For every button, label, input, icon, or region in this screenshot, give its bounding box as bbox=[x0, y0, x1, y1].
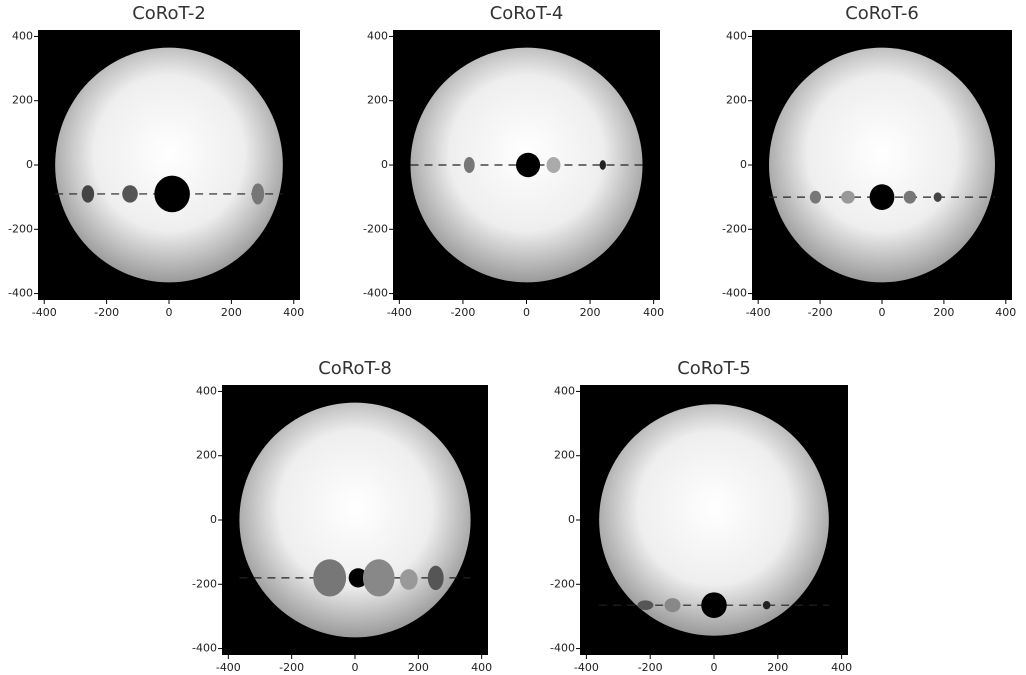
chart-title: CoRoT-5 bbox=[677, 358, 751, 379]
x-tick-label: 200 bbox=[767, 661, 788, 674]
spot bbox=[362, 559, 395, 597]
spot bbox=[546, 156, 561, 174]
spot bbox=[841, 190, 855, 204]
y-tick-label: -200 bbox=[550, 577, 575, 590]
y-tick-label: 0 bbox=[26, 158, 33, 171]
x-tick-label: -200 bbox=[638, 661, 663, 674]
y-tick-label: 0 bbox=[568, 513, 575, 526]
x-tick-label: 400 bbox=[283, 306, 304, 319]
x-tick-label: 0 bbox=[879, 306, 886, 319]
chart-title: CoRoT-4 bbox=[490, 3, 564, 24]
x-tick-label: 400 bbox=[471, 661, 492, 674]
chart-title: CoRoT-8 bbox=[318, 358, 392, 379]
spot bbox=[599, 160, 606, 170]
y-tick-label: 200 bbox=[554, 449, 575, 462]
x-tick-label: 0 bbox=[352, 661, 359, 674]
spot bbox=[762, 601, 771, 610]
x-tick-label: 200 bbox=[408, 661, 429, 674]
spot bbox=[399, 569, 418, 590]
x-tick-label: 400 bbox=[995, 306, 1016, 319]
x-tick-label: 0 bbox=[166, 306, 173, 319]
x-tick-label: 0 bbox=[523, 306, 530, 319]
y-tick-label: -200 bbox=[8, 222, 33, 235]
y-tick-label: -400 bbox=[722, 287, 747, 300]
spot bbox=[348, 568, 368, 588]
x-tick-label: -200 bbox=[94, 306, 119, 319]
y-tick-label: -200 bbox=[363, 222, 388, 235]
x-tick-label: -400 bbox=[32, 306, 57, 319]
star-disk bbox=[239, 402, 471, 638]
y-tick-label: -200 bbox=[722, 222, 747, 235]
y-tick-label: 0 bbox=[381, 158, 388, 171]
y-tick-label: -400 bbox=[192, 642, 217, 655]
spot bbox=[637, 600, 654, 611]
spot bbox=[933, 192, 942, 202]
spot bbox=[463, 156, 475, 174]
x-tick-label: -400 bbox=[746, 306, 771, 319]
y-tick-label: 400 bbox=[554, 384, 575, 397]
x-tick-label: 0 bbox=[711, 661, 718, 674]
y-tick-label: -400 bbox=[363, 287, 388, 300]
spot bbox=[81, 185, 95, 203]
x-tick-label: 400 bbox=[831, 661, 852, 674]
y-tick-label: 400 bbox=[12, 29, 33, 42]
spot bbox=[154, 175, 190, 213]
spot bbox=[313, 559, 347, 597]
spot bbox=[869, 184, 895, 210]
y-tick-label: 200 bbox=[12, 94, 33, 107]
spot bbox=[251, 183, 265, 205]
chart-title: CoRoT-2 bbox=[132, 3, 206, 24]
x-tick-label: -400 bbox=[216, 661, 241, 674]
y-tick-label: -200 bbox=[192, 577, 217, 590]
y-tick-label: 200 bbox=[726, 94, 747, 107]
star-disk bbox=[769, 47, 995, 283]
y-tick-label: -400 bbox=[8, 287, 33, 300]
y-tick-label: 400 bbox=[196, 384, 217, 397]
x-tick-label: -400 bbox=[574, 661, 599, 674]
y-tick-label: 0 bbox=[210, 513, 217, 526]
y-tick-label: 200 bbox=[196, 449, 217, 462]
spot bbox=[701, 592, 727, 619]
spot bbox=[809, 190, 822, 204]
x-tick-label: -400 bbox=[387, 306, 412, 319]
y-tick-label: 400 bbox=[367, 29, 388, 42]
star-disk bbox=[599, 404, 829, 636]
x-tick-label: 400 bbox=[643, 306, 664, 319]
y-tick-label: 400 bbox=[726, 29, 747, 42]
y-tick-label: 200 bbox=[367, 94, 388, 107]
x-tick-label: -200 bbox=[279, 661, 304, 674]
y-tick-label: 0 bbox=[740, 158, 747, 171]
x-tick-label: 200 bbox=[933, 306, 954, 319]
x-tick-label: -200 bbox=[808, 306, 833, 319]
spot bbox=[516, 152, 541, 178]
x-tick-label: 200 bbox=[580, 306, 601, 319]
spot bbox=[664, 598, 681, 613]
spot bbox=[122, 185, 138, 203]
chart-title: CoRoT-6 bbox=[845, 3, 919, 24]
spot bbox=[903, 190, 917, 204]
x-tick-label: 200 bbox=[221, 306, 242, 319]
spot bbox=[427, 565, 444, 591]
star-disk bbox=[55, 47, 283, 283]
x-tick-label: -200 bbox=[450, 306, 475, 319]
y-tick-label: -400 bbox=[550, 642, 575, 655]
